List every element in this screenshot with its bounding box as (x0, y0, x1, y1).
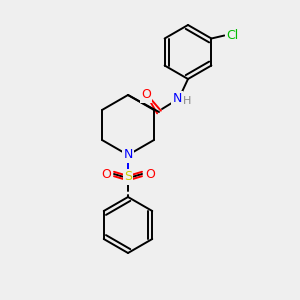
Text: N: N (172, 92, 182, 106)
Text: O: O (141, 88, 151, 101)
Text: Cl: Cl (226, 29, 238, 42)
Text: N: N (123, 148, 133, 161)
Text: O: O (101, 167, 111, 181)
Text: O: O (145, 167, 155, 181)
Text: S: S (124, 170, 132, 184)
Text: H: H (183, 96, 191, 106)
